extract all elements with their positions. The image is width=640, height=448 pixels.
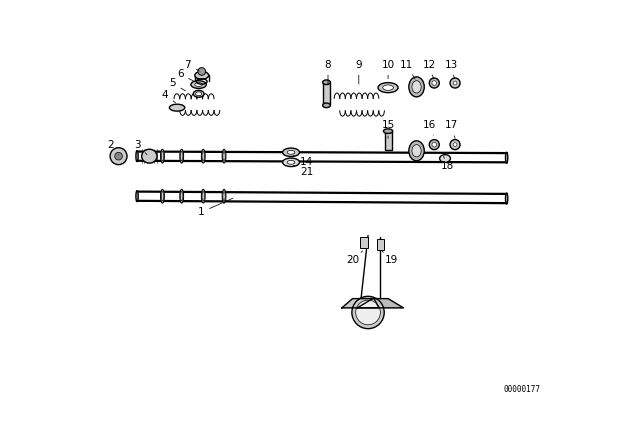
Text: 19: 19 <box>382 251 398 265</box>
Ellipse shape <box>412 145 421 157</box>
Ellipse shape <box>191 81 206 88</box>
Ellipse shape <box>383 129 393 134</box>
Text: 3: 3 <box>134 140 147 155</box>
Ellipse shape <box>432 142 436 147</box>
Ellipse shape <box>323 80 330 85</box>
Ellipse shape <box>180 151 183 161</box>
Text: 8: 8 <box>324 60 332 84</box>
Text: 6: 6 <box>177 69 195 82</box>
Ellipse shape <box>283 148 300 156</box>
Text: 15: 15 <box>381 121 395 138</box>
Ellipse shape <box>383 85 394 90</box>
Text: 10: 10 <box>381 60 395 79</box>
Ellipse shape <box>136 191 138 202</box>
Circle shape <box>115 152 122 160</box>
Ellipse shape <box>283 158 300 167</box>
Text: 11: 11 <box>400 60 415 79</box>
Ellipse shape <box>222 190 226 203</box>
Polygon shape <box>357 299 403 308</box>
Ellipse shape <box>170 104 185 111</box>
Text: 17: 17 <box>445 121 458 138</box>
Ellipse shape <box>506 193 508 204</box>
Text: 12: 12 <box>423 60 436 79</box>
Circle shape <box>110 148 127 165</box>
Polygon shape <box>342 299 379 308</box>
Ellipse shape <box>440 155 451 162</box>
Text: 2: 2 <box>108 140 118 155</box>
Ellipse shape <box>323 103 330 108</box>
Circle shape <box>198 68 205 75</box>
Ellipse shape <box>412 81 421 93</box>
Ellipse shape <box>161 149 164 163</box>
Ellipse shape <box>202 190 205 203</box>
Ellipse shape <box>195 72 209 79</box>
Ellipse shape <box>450 140 460 150</box>
Ellipse shape <box>195 82 202 86</box>
Ellipse shape <box>141 149 157 163</box>
Bar <box>376 239 384 250</box>
Ellipse shape <box>506 152 508 163</box>
Ellipse shape <box>161 192 164 201</box>
Ellipse shape <box>409 141 424 161</box>
Text: 18: 18 <box>441 156 454 171</box>
Bar <box>360 237 368 248</box>
Ellipse shape <box>180 149 184 163</box>
Ellipse shape <box>202 149 205 163</box>
Text: 14: 14 <box>294 155 313 167</box>
Ellipse shape <box>432 81 436 85</box>
Ellipse shape <box>453 81 457 85</box>
Ellipse shape <box>196 92 202 96</box>
Ellipse shape <box>287 151 295 154</box>
Text: 16: 16 <box>423 121 436 136</box>
Ellipse shape <box>450 78 460 88</box>
Ellipse shape <box>352 296 384 329</box>
Ellipse shape <box>180 192 183 201</box>
Text: 13: 13 <box>445 60 458 79</box>
Ellipse shape <box>223 192 225 201</box>
Bar <box>385 131 392 151</box>
Ellipse shape <box>429 140 439 150</box>
Ellipse shape <box>193 90 204 97</box>
Text: 7: 7 <box>184 60 199 71</box>
Text: 1: 1 <box>198 198 233 217</box>
Ellipse shape <box>378 82 398 93</box>
Text: 00000177: 00000177 <box>504 385 541 394</box>
Ellipse shape <box>429 78 439 88</box>
Ellipse shape <box>287 160 295 164</box>
Ellipse shape <box>453 143 457 146</box>
Text: 21: 21 <box>294 165 313 177</box>
Ellipse shape <box>223 151 225 161</box>
Bar <box>323 82 330 105</box>
Text: 20: 20 <box>346 251 363 265</box>
Ellipse shape <box>180 190 184 203</box>
Ellipse shape <box>409 77 424 97</box>
Ellipse shape <box>356 300 380 325</box>
Ellipse shape <box>202 192 204 201</box>
Ellipse shape <box>161 151 164 161</box>
Ellipse shape <box>161 190 164 203</box>
Ellipse shape <box>202 151 204 161</box>
Text: 4: 4 <box>161 90 175 103</box>
Ellipse shape <box>136 151 138 162</box>
Ellipse shape <box>222 149 226 163</box>
Text: 5: 5 <box>169 78 186 91</box>
Text: 9: 9 <box>355 60 362 84</box>
